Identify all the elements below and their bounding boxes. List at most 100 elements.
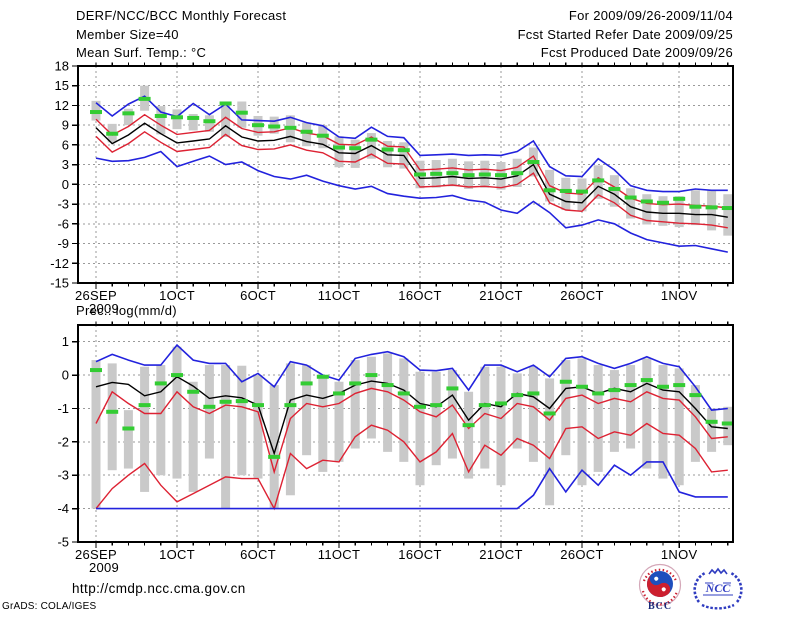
control-forecast-marker bbox=[689, 393, 702, 398]
control-forecast-marker bbox=[365, 137, 378, 142]
control-forecast-marker bbox=[252, 123, 264, 128]
member-spread-bar bbox=[609, 370, 619, 452]
control-forecast-marker bbox=[122, 111, 135, 116]
x-tick-label: 26OCT bbox=[560, 547, 603, 562]
member-spread-bar bbox=[577, 358, 587, 486]
control-forecast-marker bbox=[624, 195, 637, 200]
member-spread-bar bbox=[512, 373, 522, 449]
control-forecast-marker bbox=[397, 148, 410, 153]
y-tick-label: 0 bbox=[62, 368, 69, 383]
member-spread-bar bbox=[626, 188, 636, 219]
y-tick-label: -9 bbox=[57, 236, 69, 251]
control-forecast-marker bbox=[154, 113, 167, 118]
member-spread-bar bbox=[528, 366, 538, 462]
y-tick-label: -3 bbox=[57, 468, 69, 483]
control-forecast-marker bbox=[397, 391, 410, 396]
control-forecast-marker bbox=[138, 96, 151, 101]
control-forecast-marker bbox=[592, 391, 605, 396]
member-spread-bar bbox=[188, 114, 198, 131]
bcc-logo-swirl bbox=[647, 571, 673, 597]
control-forecast-marker bbox=[381, 383, 394, 388]
control-forecast-marker bbox=[721, 206, 734, 211]
control-forecast-marker bbox=[576, 384, 588, 389]
member-spread-bar bbox=[221, 365, 231, 509]
y-tick-label: -12 bbox=[50, 256, 69, 271]
control-forecast-marker bbox=[705, 205, 718, 210]
control-forecast-marker bbox=[252, 403, 264, 408]
x-tick-label: 26SEP bbox=[75, 288, 117, 303]
page-title: DERF/NCC/BCC Monthly Forecast bbox=[76, 8, 287, 23]
control-forecast-marker bbox=[316, 133, 329, 138]
member-spread-bar bbox=[334, 136, 344, 168]
x-tick-label: 26SEP bbox=[75, 547, 117, 562]
x-tick-label: 11OCT bbox=[318, 547, 360, 562]
ncc-logo-wreath-left bbox=[693, 571, 706, 603]
ncc-logo-wreath-bottom bbox=[701, 603, 735, 610]
bcc-logo: BCC bbox=[633, 562, 687, 618]
grads-credit: GrADS: COLA/IGES bbox=[2, 601, 97, 612]
control-forecast-marker bbox=[106, 131, 119, 136]
ensemble-plus-spread-line bbox=[95, 387, 728, 475]
y-tick-label: 15 bbox=[55, 78, 69, 93]
y-tick-label: 6 bbox=[62, 137, 69, 152]
control-forecast-marker bbox=[657, 384, 669, 389]
y-tick-label: -5 bbox=[57, 535, 69, 550]
ncc-logo-crown bbox=[708, 567, 728, 575]
member-spread-bar bbox=[172, 346, 182, 479]
y-tick-label: 9 bbox=[62, 118, 69, 133]
x-tick-label: 1OCT bbox=[159, 547, 195, 562]
member-spread-bar bbox=[723, 406, 733, 446]
control-forecast-marker bbox=[219, 399, 232, 404]
control-forecast-marker bbox=[203, 404, 216, 409]
x-tick-label: 16OCT bbox=[398, 547, 441, 562]
member-spread-bar bbox=[690, 385, 700, 462]
x-tick-label: 1NOV bbox=[661, 288, 698, 303]
member-spread-bar bbox=[561, 177, 571, 211]
control-forecast-marker bbox=[171, 373, 183, 378]
control-forecast-marker bbox=[608, 388, 621, 393]
control-forecast-marker bbox=[576, 189, 588, 194]
ensemble-min-line bbox=[95, 150, 728, 253]
ncc-logo-wreath-right bbox=[730, 571, 743, 603]
y-tick-label: 18 bbox=[55, 59, 69, 74]
x-tick-label: 11OCT bbox=[318, 288, 360, 303]
control-forecast-marker bbox=[284, 403, 297, 408]
member-spread-bar bbox=[156, 106, 166, 135]
control-forecast-marker bbox=[430, 171, 443, 176]
control-forecast-marker bbox=[624, 383, 637, 388]
control-forecast-marker bbox=[430, 403, 443, 408]
member-spread-bar bbox=[366, 356, 376, 439]
control-forecast-marker bbox=[365, 373, 378, 378]
y-tick-label: -2 bbox=[57, 434, 69, 449]
control-forecast-marker bbox=[559, 188, 572, 193]
x-tick-label: 1NOV bbox=[661, 547, 698, 562]
control-forecast-marker bbox=[381, 147, 394, 152]
member-spread-bar bbox=[237, 365, 247, 476]
control-forecast-marker bbox=[349, 381, 362, 386]
member-spread-bar bbox=[496, 366, 506, 486]
control-forecast-marker bbox=[462, 173, 475, 178]
member-spread-bar bbox=[285, 363, 295, 496]
control-forecast-marker bbox=[640, 199, 653, 204]
prec-chart-title: Prec.: log(mm/d) bbox=[76, 303, 177, 318]
control-forecast-marker bbox=[657, 200, 669, 205]
member-spread-bar bbox=[447, 370, 457, 459]
source-url: http://cmdp.ncc.cma.gov.cn bbox=[72, 581, 246, 596]
control-forecast-marker bbox=[284, 125, 297, 130]
member-spread-bar bbox=[545, 378, 555, 506]
member-spread-bar bbox=[140, 366, 150, 492]
member-spread-bar bbox=[123, 108, 133, 126]
y-tick-label: 0 bbox=[62, 177, 69, 192]
control-forecast-marker bbox=[203, 119, 216, 124]
control-forecast-marker bbox=[689, 204, 702, 209]
control-forecast-marker bbox=[478, 403, 491, 408]
member-spread-bar bbox=[253, 375, 263, 479]
precipitation-chart: 1 0 -1 -2 -3 -4 -5 26SEP 1OCT 6OCT 11OCT 16OCT 21OCT… bbox=[57, 321, 734, 575]
plot-frame bbox=[77, 324, 734, 543]
y-tick-label: -15 bbox=[50, 276, 69, 291]
member-spread-bar bbox=[658, 365, 668, 479]
x-tick-label: 21OCT bbox=[479, 547, 522, 562]
member-spread-bar bbox=[302, 122, 312, 147]
member-size-label: Member Size=40 bbox=[76, 27, 179, 42]
